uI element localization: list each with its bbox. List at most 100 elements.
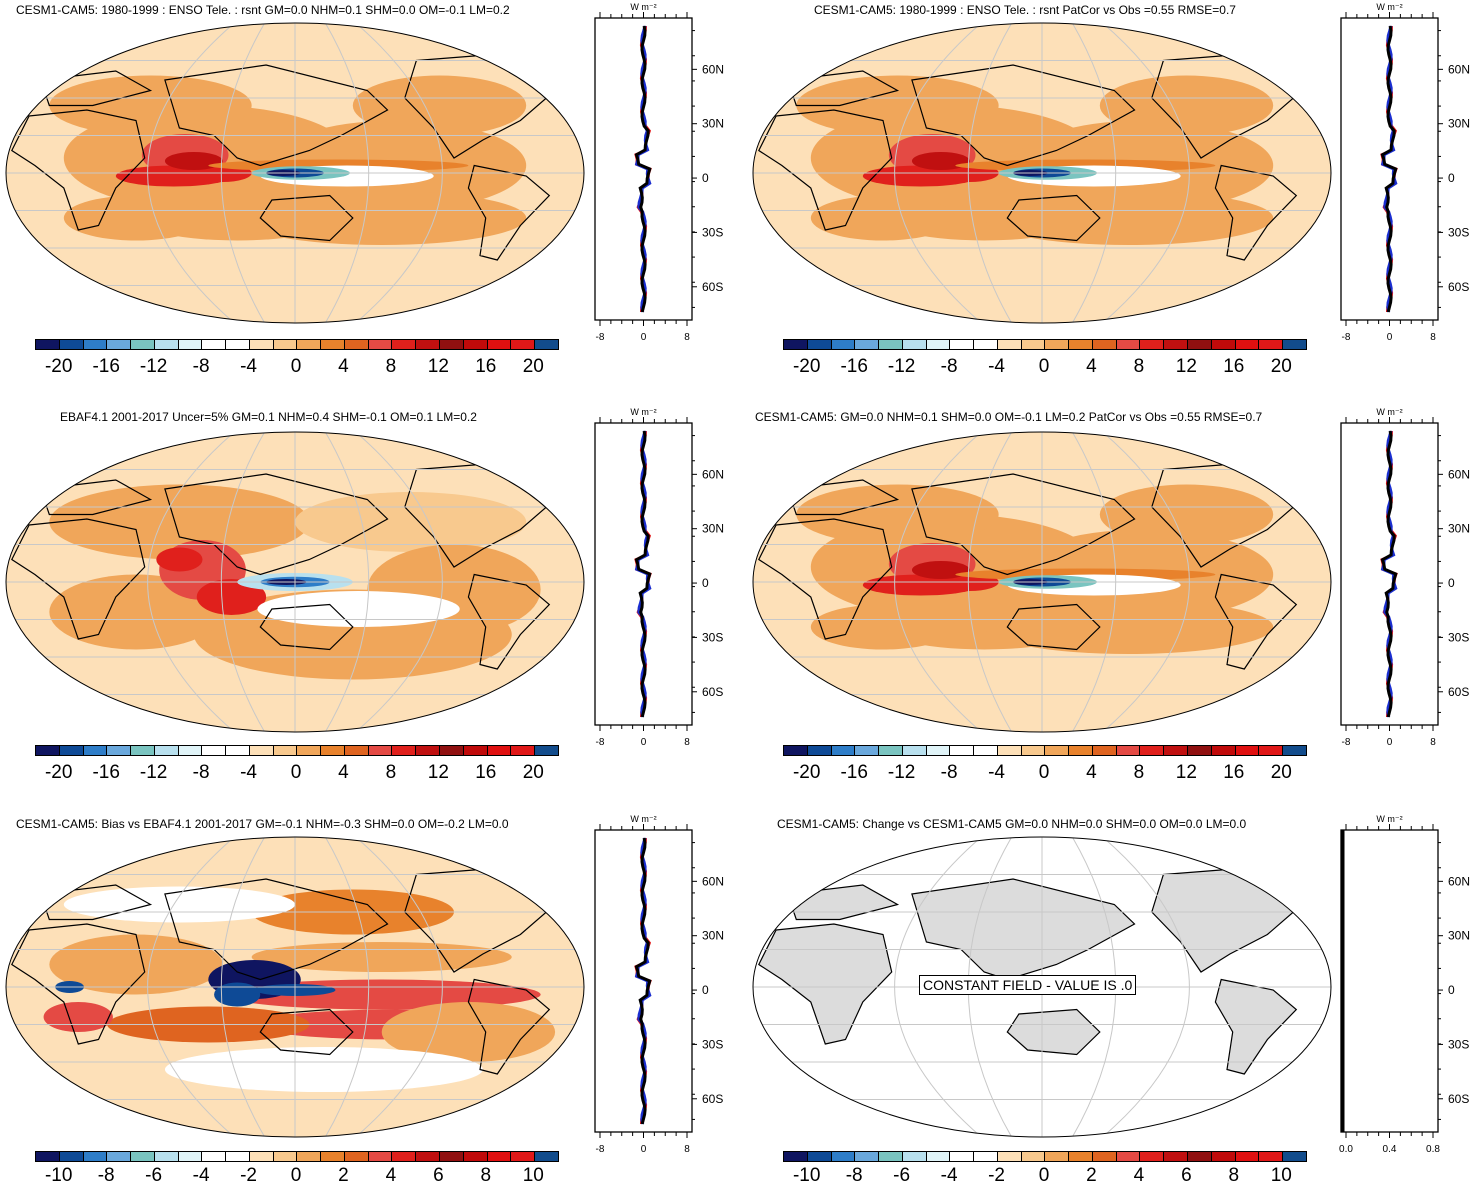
colorbar-swatch xyxy=(1211,340,1236,349)
colorbar-swatch xyxy=(807,746,832,755)
map-title: CESM1-CAM5: Change vs CESM1-CAM5 GM=0.0 … xyxy=(777,817,1247,831)
zonal-y-tick-label: 0 xyxy=(702,983,709,997)
coastline-asia xyxy=(164,64,389,167)
zonal-unit-label: W m⁻² xyxy=(630,814,656,824)
colorbar-swatch xyxy=(926,340,951,349)
colorbar-swatch xyxy=(36,746,60,755)
colorbar-tick-label: -16 xyxy=(92,356,120,377)
continent-samerica xyxy=(1214,978,1298,1075)
coastline-samerica xyxy=(1214,573,1298,670)
coastline-africa xyxy=(11,518,146,640)
colorbar-swatch xyxy=(36,1152,60,1161)
colorbar-tick-label: -2 xyxy=(988,1165,1005,1186)
colorbar-swatch xyxy=(202,1152,227,1161)
colorbar-tick-label: -6 xyxy=(893,1165,911,1186)
colorbar-tick-label: 20 xyxy=(1270,356,1292,377)
field-anomaly xyxy=(911,561,970,579)
zonal-line-model xyxy=(634,837,652,1125)
colorbar-swatch xyxy=(249,340,274,349)
map-field xyxy=(753,23,1331,323)
zonal-y-tick-label: 60S xyxy=(1448,1092,1469,1106)
colorbar-swatch xyxy=(831,340,856,349)
zonal-x-tick-label: 0 xyxy=(641,1144,647,1155)
colorbar-swatch xyxy=(131,746,155,755)
colorbar-tick-label: -4 xyxy=(940,1165,958,1186)
field-anomaly xyxy=(381,1002,556,1062)
colorbar-swatch xyxy=(178,340,203,349)
colorbar-tick-label: 8 xyxy=(385,762,397,783)
colorbar-tick-label: 4 xyxy=(385,1165,397,1186)
zonal-unit-label: W m⁻² xyxy=(630,2,656,12)
colorbar-tick-label: 16 xyxy=(1223,356,1245,377)
colorbar-swatch xyxy=(463,1152,488,1161)
zonal-y-tick-label: 30N xyxy=(702,117,724,131)
graticule xyxy=(6,23,584,323)
colorbar-swatch xyxy=(249,1152,274,1161)
colorbar-swatch xyxy=(463,746,488,755)
field-anomaly xyxy=(63,195,209,241)
colorbar-swatch xyxy=(879,746,903,755)
graticule-meridian xyxy=(967,23,1013,323)
colorbar-tick-label: 8 xyxy=(1228,1165,1240,1186)
graticule-meridian xyxy=(355,23,443,323)
colorbar-swatch xyxy=(1092,1152,1117,1161)
colorbar-swatch xyxy=(368,746,393,755)
colorbar-tick-label: 6 xyxy=(433,1165,444,1186)
coastline-australia xyxy=(259,603,354,651)
colorbar-tick-label: -8 xyxy=(940,356,958,377)
colorbar-swatch xyxy=(368,340,393,349)
colorbar-tick-label: 12 xyxy=(427,762,449,783)
colorbar-swatch xyxy=(879,1152,903,1161)
colorbar-swatch xyxy=(107,746,132,755)
robinson-map xyxy=(752,836,1332,1138)
colorbar-swatch xyxy=(1140,1152,1165,1161)
colorbar-swatch xyxy=(202,746,227,755)
colorbar-tick-label: -20 xyxy=(792,762,821,783)
map-field xyxy=(753,837,1331,1137)
colorbar-swatch xyxy=(535,1152,558,1161)
colorbar-swatch xyxy=(997,1152,1022,1161)
field-anomaly xyxy=(984,191,1274,245)
panel-3: EBAF4.1 2001-2017 Uncer=5% GM=0.1 NHM=0.… xyxy=(0,405,741,800)
colorbar-swatch xyxy=(154,746,179,755)
colorbar-swatch xyxy=(855,340,880,349)
colorbar-swatch xyxy=(1211,1152,1236,1161)
map-border xyxy=(5,836,585,1138)
colorbar-tick-label: 4 xyxy=(1086,356,1097,377)
field-anomaly xyxy=(49,484,310,560)
colorbar-swatch xyxy=(226,340,250,349)
colorbar-tick-label: -4 xyxy=(192,1165,210,1186)
zonal-y-tick-label: 30N xyxy=(1448,929,1470,943)
field-anomaly xyxy=(810,604,956,650)
colorbar-labels: -20 -16 -12 -8 -4 0 4 8 12 16 20 xyxy=(35,356,557,377)
colorbar-swatch xyxy=(1259,1152,1284,1161)
field-anomaly xyxy=(49,75,252,136)
colorbar-tick-label: 0 xyxy=(1038,356,1050,377)
zonal-mean-plot: W m⁻² -8 0 8 60N 30N 0 30S 60S xyxy=(594,407,724,748)
zonal-mean-plot: W m⁻² -8 0 8 60N 30N 0 30S 60S xyxy=(1340,2,1470,343)
zonal-y-tick-label: 30S xyxy=(702,1037,723,1051)
colorbar-swatch xyxy=(902,340,927,349)
colorbar-tick-label: 10 xyxy=(522,1165,544,1186)
colorbar-swatch xyxy=(154,340,179,349)
graticule-meridian xyxy=(967,432,1013,732)
colorbar-swatch xyxy=(1045,340,1070,349)
colorbar-swatch xyxy=(1283,1152,1306,1161)
zonal-y-tick-label: 0 xyxy=(702,171,709,185)
colorbar-swatch xyxy=(297,746,322,755)
colorbar-swatch xyxy=(297,1152,322,1161)
graticule-meridian xyxy=(355,837,443,1137)
colorbar-tick-label: 4 xyxy=(338,356,349,377)
colorbar-tick-label: -10 xyxy=(44,1165,73,1186)
zonal-x-tick-label: 8 xyxy=(684,737,690,748)
field-anomaly xyxy=(196,579,267,615)
colorbar-tick-label: 8 xyxy=(385,356,397,377)
colorbar xyxy=(35,1151,559,1162)
colorbar-tick-label: 8 xyxy=(1133,356,1145,377)
colorbar-swatch xyxy=(1069,746,1093,755)
colorbar-swatch xyxy=(1116,1152,1141,1161)
zonal-y-tick-label: 30S xyxy=(702,225,723,239)
colorbar-swatch xyxy=(273,1152,298,1161)
colorbar-swatch xyxy=(1140,746,1165,755)
colorbar-swatch xyxy=(249,746,274,755)
